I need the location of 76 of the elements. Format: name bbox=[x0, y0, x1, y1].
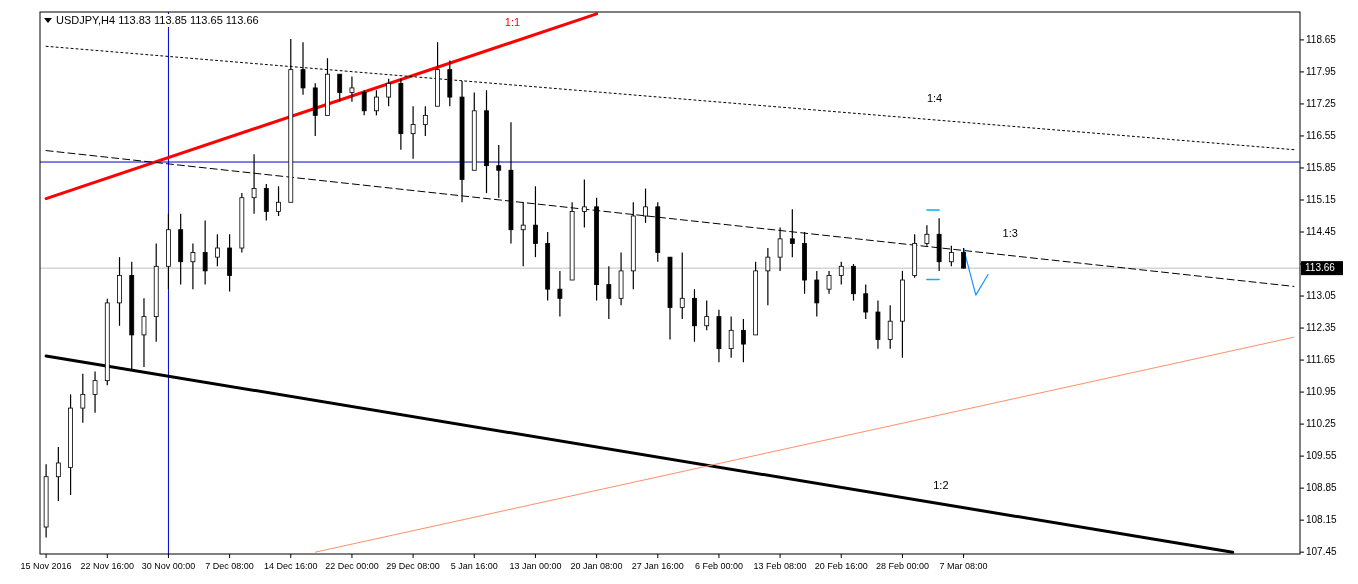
y-tick-label: 117.25 bbox=[1306, 97, 1337, 109]
candlestick bbox=[765, 247, 771, 306]
annotation: 1:3 bbox=[1002, 227, 1018, 240]
candlestick bbox=[826, 270, 832, 295]
candlestick bbox=[349, 75, 355, 103]
y-tick-label: 116.55 bbox=[1306, 129, 1337, 141]
x-tick-label: 14 Dec 16:00 bbox=[264, 561, 318, 571]
x-tick-label: 5 Jan 16:00 bbox=[450, 561, 498, 571]
candlestick bbox=[386, 78, 392, 107]
candlestick bbox=[202, 219, 208, 286]
candlestick bbox=[55, 446, 61, 502]
candlestick bbox=[741, 318, 746, 363]
candlestick bbox=[263, 183, 269, 222]
candlestick bbox=[214, 233, 220, 267]
x-tick-label: 29 Dec 08:00 bbox=[386, 561, 440, 571]
candlestick bbox=[422, 105, 428, 137]
candlestick bbox=[141, 297, 147, 368]
x-tick-label: 13 Feb 08:00 bbox=[753, 561, 807, 571]
y-tick-label: 114.45 bbox=[1306, 225, 1337, 237]
candlestick bbox=[92, 370, 98, 414]
x-tick-label: 7 Mar 08:00 bbox=[939, 561, 988, 571]
candlestick bbox=[80, 373, 86, 424]
y-tick-label: 113.05 bbox=[1306, 289, 1337, 301]
candlestick bbox=[520, 201, 526, 267]
x-tick-label: 27 Jan 16:00 bbox=[631, 561, 684, 571]
candlestick bbox=[337, 73, 343, 103]
x-tick-label: 7 Dec 08:00 bbox=[205, 561, 254, 571]
x-tick-label: 15 Nov 2016 bbox=[20, 561, 72, 571]
candlestick bbox=[361, 89, 367, 116]
y-tick-label: 115.15 bbox=[1306, 193, 1337, 205]
y-tick-label: 118.65 bbox=[1306, 33, 1337, 45]
y-tick-label: 107.45 bbox=[1306, 545, 1338, 557]
candlestick bbox=[704, 300, 710, 331]
candlestick bbox=[679, 251, 685, 320]
y-tick-label: 111.65 bbox=[1306, 353, 1336, 365]
y-tick-label: 108.85 bbox=[1306, 481, 1338, 493]
x-tick-label: 22 Nov 16:00 bbox=[80, 561, 135, 571]
candlestick bbox=[374, 89, 379, 116]
y-tick-label: 115.85 bbox=[1306, 161, 1337, 173]
candlestick bbox=[814, 270, 820, 318]
candlestick bbox=[190, 242, 196, 290]
y-tick-label: 112.35 bbox=[1306, 321, 1337, 333]
candlestick bbox=[961, 247, 966, 270]
x-tick-label: 20 Jan 08:00 bbox=[570, 561, 623, 571]
candlestick bbox=[276, 185, 281, 217]
chart-title: USDJPY,H4 113.83 113.85 113.65 113.66 bbox=[56, 14, 259, 26]
candlestick bbox=[606, 265, 612, 320]
candlestick bbox=[948, 245, 954, 267]
x-tick-label: 30 Nov 00:00 bbox=[141, 561, 196, 571]
y-tick-label: 109.55 bbox=[1306, 449, 1338, 461]
candlestick bbox=[643, 187, 648, 224]
candlestick bbox=[863, 284, 869, 320]
annotation: 1:1 bbox=[504, 15, 521, 28]
x-tick-label: 13 Jan 00:00 bbox=[509, 561, 562, 571]
candlestick bbox=[789, 208, 795, 258]
x-tick-label: 20 Feb 16:00 bbox=[814, 561, 868, 571]
y-tick-label: 110.95 bbox=[1306, 385, 1337, 397]
candlestick bbox=[777, 226, 783, 272]
candlestick bbox=[581, 178, 587, 229]
y-tick-label: 110.25 bbox=[1306, 417, 1337, 429]
candlestick bbox=[728, 316, 734, 359]
x-tick-label: 22 Dec 00:00 bbox=[325, 561, 379, 571]
y-tick-label: 108.15 bbox=[1306, 513, 1338, 525]
annotation: 1:4 bbox=[926, 91, 943, 104]
candlestick bbox=[533, 185, 538, 258]
candlestick bbox=[924, 224, 930, 247]
candlestick bbox=[410, 105, 416, 160]
candlestick bbox=[887, 304, 893, 350]
annotation: 1:2 bbox=[933, 479, 949, 492]
x-tick-label: 6 Feb 00:00 bbox=[694, 561, 743, 571]
x-tick-label: 28 Feb 00:00 bbox=[875, 561, 929, 571]
y-tick-label: 117.95 bbox=[1306, 65, 1337, 77]
ref-line-label: 113.66 bbox=[1305, 261, 1336, 273]
candlestick bbox=[557, 270, 563, 318]
candlestick bbox=[251, 153, 257, 215]
candlestick bbox=[838, 261, 844, 286]
